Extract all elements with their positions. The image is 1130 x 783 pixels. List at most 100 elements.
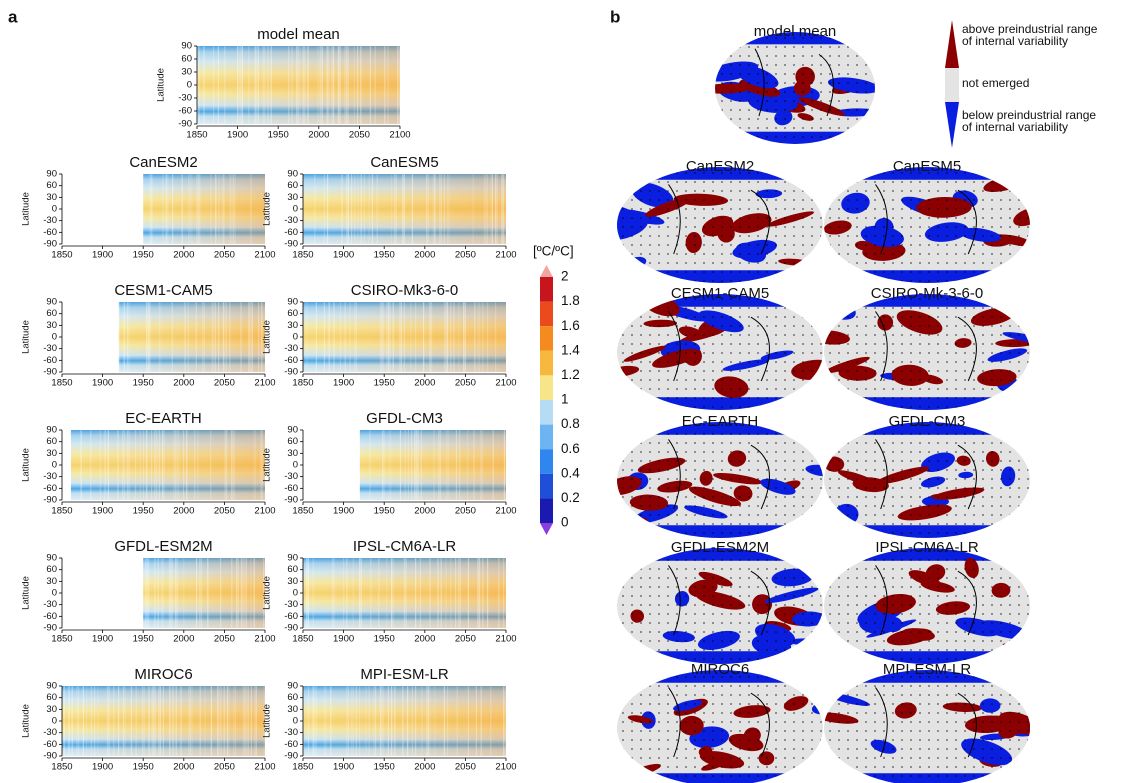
map [617,670,823,783]
heatmap-texture [421,686,423,756]
coastline [754,48,834,117]
heatmap-texture [339,46,341,124]
panel-title: CanESM2 [129,154,197,171]
heatmap-texture [480,686,482,756]
heatmap-texture [479,558,481,628]
heatmap-texture [234,686,236,756]
heatmap-texture [232,430,234,500]
heatmap-texture [142,430,145,500]
heatmap [359,430,506,500]
heatmap-texture [474,302,476,372]
x-tick-label: 2100 [495,378,516,389]
heatmap-texture [381,302,383,372]
colorbar-tick-label: 0.6 [561,441,580,456]
colorbar-bin [540,277,553,302]
y-tick-label: -90 [284,751,298,762]
heatmap-texture [419,558,421,628]
y-tick-label: -30 [43,599,57,610]
heatmap-texture [202,302,204,372]
map [715,32,875,144]
y-tick-label: -90 [43,239,57,250]
x-tick-label: 1850 [51,250,72,261]
heatmap-texture [440,558,442,628]
heatmap-texture [327,174,329,244]
heatmap-texture [168,558,170,628]
heatmap-texture [245,558,247,628]
heatmap-texture [434,174,436,244]
map [824,294,1030,410]
heatmap-texture [108,686,110,756]
x-tick-label: 1900 [92,634,113,645]
heatmap-texture [373,686,375,756]
y-axis-label: Latitude [262,576,273,610]
heatmap-texture [229,174,231,244]
heatmap-texture [124,686,126,756]
heatmap-texture [204,686,206,756]
heatmap-texture [331,46,333,124]
x-tick-label: 1900 [92,250,113,261]
heatmap-texture [326,46,328,124]
heatmap-texture [263,558,265,628]
x-tick-label: 1850 [292,250,313,261]
heatmap-texture [150,430,153,500]
heatmap-texture [482,302,484,372]
heatmap-texture [221,174,223,244]
heatmap-texture [306,558,308,628]
y-tick-label: 90 [287,681,298,692]
heatmap-texture [218,174,220,244]
heatmap-texture [455,430,458,500]
y-tick-label: 60 [46,308,57,319]
heatmap-texture [297,46,299,124]
y-tick-label: 0 [293,716,298,727]
heatmap-texture [158,430,161,500]
panel-title: MIROC6 [134,666,192,683]
x-tick-label: 2100 [495,762,516,773]
heatmap-texture [226,302,228,372]
heatmap-texture [375,686,377,756]
map-title: model mean [754,23,837,40]
heatmap-texture [224,430,226,500]
map-title: CSIRO-Mk-3-6-0 [871,285,984,302]
heatmap-texture [158,302,161,372]
heatmap-texture [189,174,191,244]
y-tick-label: -30 [284,215,298,226]
map [617,167,823,283]
heatmap-texture [146,430,148,500]
heatmap-texture [386,558,388,628]
heatmap-texture [267,46,269,124]
heatmap-texture [162,686,164,756]
heatmap-texture [379,302,381,372]
x-tick-label: 1900 [333,378,354,389]
y-tick-label: 90 [287,553,298,564]
heatmap-texture [341,174,343,244]
map-stipple [617,422,823,538]
heatmap-texture [328,302,330,372]
heatmap-texture [344,302,346,372]
colorbar-bin [540,449,553,474]
y-tick-label: -30 [43,727,57,738]
heatmap-texture [172,558,174,628]
x-tick-label: 1850 [292,506,313,517]
legend-text: of internal variability [962,34,1068,48]
panel-title: model mean [257,26,340,43]
y-tick-label: -60 [43,611,57,622]
colorbar-bin [540,424,553,450]
heatmap-texture [163,430,165,500]
y-tick-label: -30 [284,599,298,610]
heatmap-texture [447,302,449,372]
y-tick-label: -60 [284,355,298,366]
heatmap-texture [106,686,108,756]
x-tick-label: 2050 [455,634,476,645]
panel-label: a [8,7,18,26]
heatmap-texture [130,686,132,756]
x-tick-label: 1900 [333,506,354,517]
heatmap-texture [159,686,161,756]
heatmap-texture [447,174,449,244]
heatmap-texture [383,302,385,372]
legend-text: above preindustrial range [962,22,1098,36]
legend-text: below preindustrial range [962,108,1096,122]
heatmap-texture [231,558,233,628]
heatmap-texture [477,302,479,372]
heatmap-texture [231,174,233,244]
heatmap-texture [503,686,505,756]
